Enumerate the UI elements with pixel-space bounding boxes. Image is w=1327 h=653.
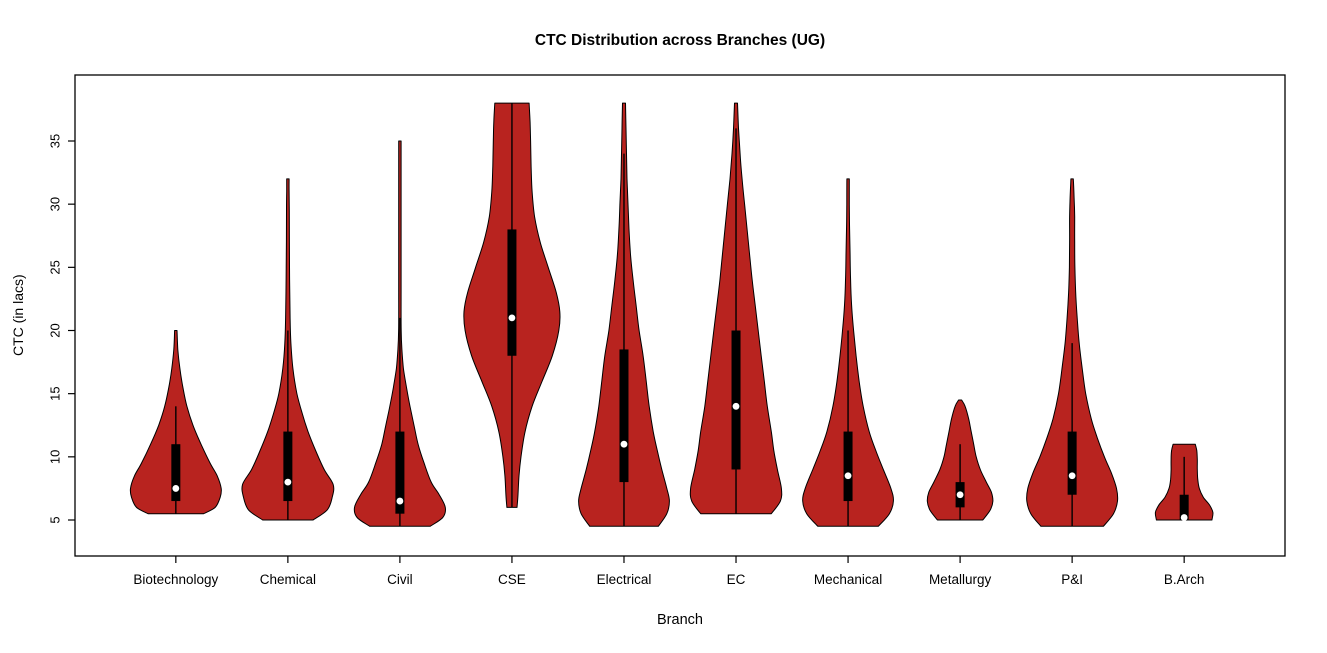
x-axis-title: Branch [657,612,703,628]
median-dot-electrical [620,440,628,448]
median-dot-b-arch [1180,514,1188,521]
median-dot-chemical [284,478,292,486]
x-axis-tick-label-biotechnology: Biotechnology [133,572,218,587]
y-axis-tick-label: 25 [48,260,63,274]
x-axis-tick-label-b-arch: B.Arch [1164,572,1205,587]
median-dot-p-i [1068,472,1076,480]
iqr-box-electrical [619,349,629,483]
y-axis-tick-label: 20 [48,323,63,337]
median-dot-mechanical [844,472,852,480]
iqr-box-mechanical [843,431,853,502]
iqr-box-cse [507,229,517,356]
x-axis-tick-label-p-i: P&I [1061,572,1083,587]
iqr-box-biotechnology [171,444,181,502]
x-axis-tick-label-metallurgy: Metallurgy [929,572,992,587]
x-axis-tick-label-chemical: Chemical [260,572,316,587]
chart-title: CTC Distribution across Branches (UG) [534,32,826,49]
x-axis-tick-label-ec: EC [727,572,746,587]
x-axis-tick-label-civil: Civil [387,572,413,587]
iqr-box-civil [395,431,405,514]
y-axis-tick-label: 15 [48,386,63,400]
iqr-box-p-i [1067,431,1077,495]
y-axis-tick-label: 35 [48,134,63,148]
y-axis-tick-label: 10 [48,450,63,464]
plot-border [74,74,1286,557]
median-dot-metallurgy [956,491,964,499]
x-axis-tick-label-electrical: Electrical [597,572,652,587]
x-axis-tick-label-cse: CSE [498,572,526,587]
median-dot-biotechnology [172,485,180,492]
y-axis-title: CTC (in lacs) [10,274,26,357]
iqr-box-ec [731,330,741,470]
iqr-box-chemical [283,431,293,502]
x-axis-tick-label-mechanical: Mechanical [814,572,882,587]
median-dot-civil [396,497,404,505]
y-axis-tick-label: 30 [48,197,63,211]
median-dot-cse [508,314,516,322]
y-axis-tick-label: 5 [48,516,63,523]
median-dot-ec [732,402,740,410]
iqr-box-b-arch [1179,494,1189,520]
